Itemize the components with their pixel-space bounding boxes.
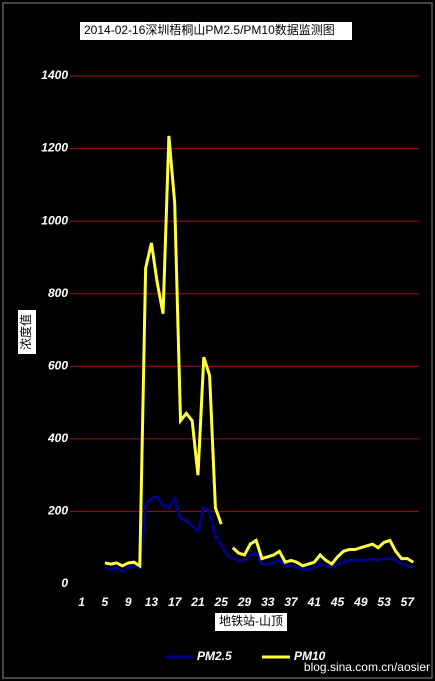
x-tick-label: 25 (214, 595, 229, 609)
y-label-box (18, 310, 36, 354)
x-tick-label: 1 (78, 595, 85, 609)
x-tick-label: 41 (307, 595, 322, 609)
y-tick-label: 1000 (41, 213, 68, 227)
x-tick-label: 53 (377, 595, 391, 609)
y-tick-label: 200 (47, 504, 68, 518)
x-tick-label: 17 (168, 595, 183, 609)
x-tick-label: 5 (102, 595, 109, 609)
x-tick-label: 37 (284, 595, 299, 609)
x-label-box (215, 613, 287, 631)
series-line (231, 538, 414, 568)
chart-title: 2014-02-16深圳梧桐山PM2.5/PM10数据监测图 (84, 22, 335, 37)
x-tick-label: 57 (401, 595, 416, 609)
x-tick-label: 29 (237, 595, 252, 609)
y-tick-label: 0 (61, 576, 68, 590)
watermark: blog.sina.com.cn/aosier (304, 660, 430, 674)
x-tick-label: 45 (330, 595, 345, 609)
x-tick-label: 21 (190, 595, 205, 609)
x-tick-label: 33 (261, 595, 275, 609)
series-line (104, 495, 414, 574)
y-axis-label: 浓度值 (18, 314, 33, 350)
y-tick-label: 1400 (41, 68, 68, 82)
x-axis-label: 地铁站-山顶 (219, 614, 283, 628)
title-box (80, 22, 352, 40)
y-tick-label: 1200 (41, 141, 68, 155)
x-tick-label: 9 (125, 595, 132, 609)
x-tick-label: 49 (353, 595, 368, 609)
series-line (104, 135, 223, 569)
y-tick-label: 400 (47, 431, 68, 445)
y-tick-label: 600 (48, 358, 68, 372)
legend-label: PM10 (294, 649, 326, 663)
x-tick-label: 13 (145, 595, 159, 609)
y-tick-label: 800 (48, 286, 68, 300)
legend-label: PM2.5 (197, 649, 232, 663)
